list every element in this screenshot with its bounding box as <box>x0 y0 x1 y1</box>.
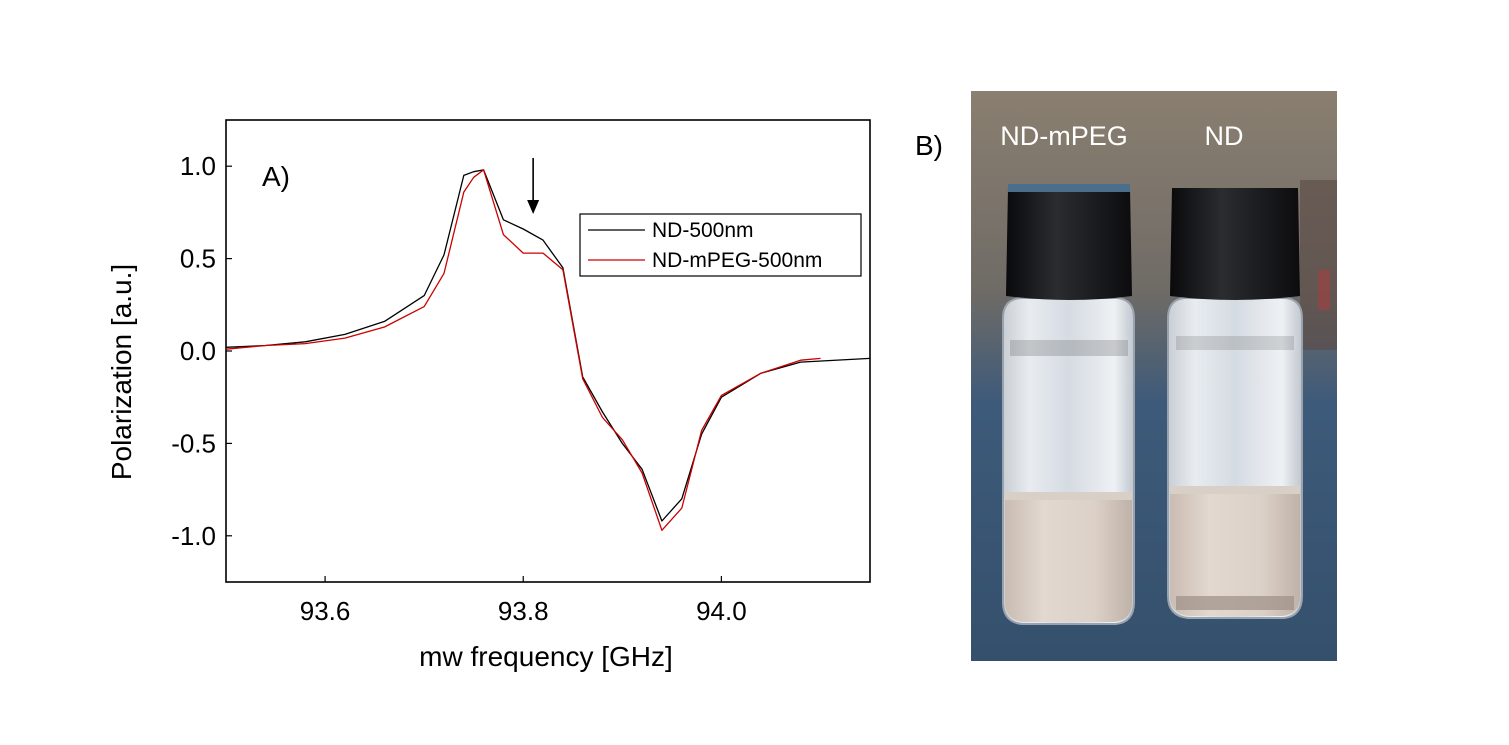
series-lines <box>225 169 871 531</box>
annotation-arrow <box>527 158 540 214</box>
background-clutter <box>1318 270 1330 310</box>
vial-right-residue <box>1176 336 1294 350</box>
background-shelf <box>1300 180 1337 350</box>
vial-right-cap <box>1170 188 1300 300</box>
vial-right-liquid <box>1170 490 1300 616</box>
series-line-nd-mpeg-500nm <box>225 169 821 531</box>
vial-left-liquid <box>1005 496 1132 622</box>
vial-right-meniscus <box>1170 486 1300 494</box>
vial-label-nd-mpeg: ND-mPEG <box>1000 121 1128 151</box>
x-tick-label: 94.0 <box>696 596 747 626</box>
series-line-nd-500nm <box>225 169 871 522</box>
y-tick-label: 0.5 <box>180 244 216 274</box>
vial-label-nd: ND <box>1205 121 1244 151</box>
vial-left-residue <box>1010 340 1128 356</box>
panel-label-b: B) <box>915 130 943 161</box>
y-tick-label: -1.0 <box>171 521 216 551</box>
legend-label-nd-mpeg-500nm: ND-mPEG-500nm <box>652 249 822 272</box>
x-tick-label: 93.6 <box>300 596 351 626</box>
legend: ND-500nm ND-mPEG-500nm <box>579 213 862 277</box>
y-axis-title: Polarization [a.u.] <box>106 264 137 480</box>
vial-right-sediment <box>1176 596 1294 610</box>
x-tick-label: 93.8 <box>498 596 549 626</box>
vial-nd-mpeg: ND-mPEG <box>1000 121 1135 625</box>
plot-frame <box>225 119 871 583</box>
panel-label-a: A) <box>262 161 290 192</box>
x-axis-title: mw frequency [GHz] <box>419 641 673 672</box>
vial-left-cap-film <box>1008 184 1130 192</box>
arrow-head <box>527 200 540 214</box>
y-tick-label: 0.0 <box>180 336 216 366</box>
legend-box <box>579 213 862 277</box>
vial-left-cap <box>1006 188 1132 300</box>
vial-nd: ND <box>1167 121 1303 619</box>
plot-area: 93.6 93.8 94.0 1.0 0.5 0.0 -0.5 -1.0 <box>171 119 871 626</box>
vial-left-meniscus <box>1005 492 1132 500</box>
y-tick-label: -0.5 <box>171 428 216 458</box>
y-tick-label: 1.0 <box>180 151 216 181</box>
ticks: 93.6 93.8 94.0 1.0 0.5 0.0 -0.5 -1.0 <box>171 151 747 626</box>
legend-label-nd-500nm: ND-500nm <box>652 219 754 242</box>
vials-photo: ND-mPEG ND <box>971 91 1337 661</box>
